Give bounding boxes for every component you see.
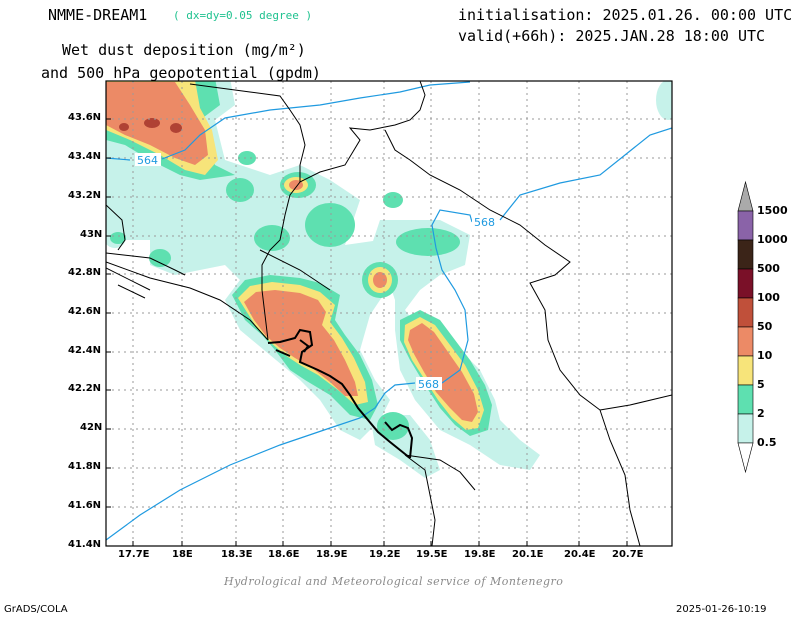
- credit-line: Hydrological and Meteorological service …: [224, 575, 564, 588]
- legend-label-5: 5: [757, 378, 765, 391]
- y-tick-41-4: 41.4N: [68, 539, 102, 550]
- country-borders: [106, 81, 672, 546]
- y-tick-42: 42N: [80, 422, 103, 433]
- y-tick-41-8: 41.8N: [68, 461, 102, 472]
- x-tick-17-7: 17.7E: [118, 549, 150, 560]
- y-tick-43: 43N: [80, 229, 103, 240]
- legend-label-0-5: 0.5: [757, 436, 777, 449]
- chart-title-line2: and 500 hPa geopotential (gpdm): [41, 64, 321, 82]
- y-tick-42-6: 42.6N: [68, 306, 102, 317]
- legend-label-10: 10: [757, 349, 773, 362]
- legend-swatch-5: [737, 355, 754, 386]
- legend-swatch-below: [737, 442, 754, 474]
- legend-swatch-100: [737, 268, 754, 299]
- axis-ticks: [106, 118, 628, 546]
- y-tick-42-8: 42.8N: [68, 267, 102, 278]
- coastline: [267, 328, 414, 459]
- legend-label-100: 100: [757, 291, 780, 304]
- legend-swatch-1500: [737, 180, 754, 212]
- y-tick-43-4: 43.4N: [68, 151, 102, 162]
- x-tick-18-9: 18.9E: [316, 549, 348, 560]
- legend-swatch-2: [737, 384, 754, 415]
- x-tick-18: 18E: [172, 549, 193, 560]
- model-name: NMME-DREAM1: [48, 6, 148, 24]
- legend-label-1500: 1500: [757, 204, 788, 217]
- legend-label-2: 2: [757, 407, 765, 420]
- contour-label-568-south: 568: [418, 378, 439, 391]
- footer-left: GrADS/COLA: [4, 604, 68, 615]
- y-tick-42-4: 42.4N: [68, 345, 102, 356]
- legend-swatch-500: [737, 239, 754, 270]
- geopotential-contours: [106, 81, 672, 541]
- legend-swatch-1000: [737, 210, 754, 241]
- legend-swatch-50: [737, 297, 754, 328]
- legend-label-1000: 1000: [757, 233, 788, 246]
- valid-time: valid(+66h): 2025.JAN.28 18:00 UTC: [458, 27, 766, 45]
- legend-label-500: 500: [757, 262, 780, 275]
- contour-label-568-north: 568: [474, 216, 495, 229]
- y-tick-43-6: 43.6N: [68, 112, 102, 123]
- footer-right: 2025-01-26-10:19: [676, 604, 767, 615]
- x-tick-20-4: 20.4E: [564, 549, 596, 560]
- legend-colorbar: [737, 180, 754, 474]
- x-tick-20-7: 20.7E: [612, 549, 644, 560]
- chart-title-line1: Wet dust deposition (mg/m²): [62, 41, 306, 59]
- y-tick-42-2: 42.2N: [68, 383, 102, 394]
- x-tick-19-2: 19.2E: [369, 549, 401, 560]
- y-tick-41-6: 41.6N: [68, 500, 102, 511]
- init-time: initialisation: 2025.01.26. 00:00 UTC: [458, 6, 793, 24]
- resolution-note: ( dx=dy=0.05 degree ): [173, 9, 313, 22]
- x-tick-20-1: 20.1E: [512, 549, 544, 560]
- legend-label-50: 50: [757, 320, 773, 333]
- x-tick-18-6: 18.6E: [268, 549, 300, 560]
- x-tick-18-3: 18.3E: [221, 549, 253, 560]
- x-tick-19-8: 19.8E: [464, 549, 496, 560]
- x-tick-19-5: 19.5E: [416, 549, 448, 560]
- y-tick-43-2: 43.2N: [68, 190, 102, 201]
- contour-label-564: 564: [137, 154, 158, 167]
- legend-swatch-0-5: [737, 413, 754, 444]
- legend-swatch-10: [737, 326, 754, 357]
